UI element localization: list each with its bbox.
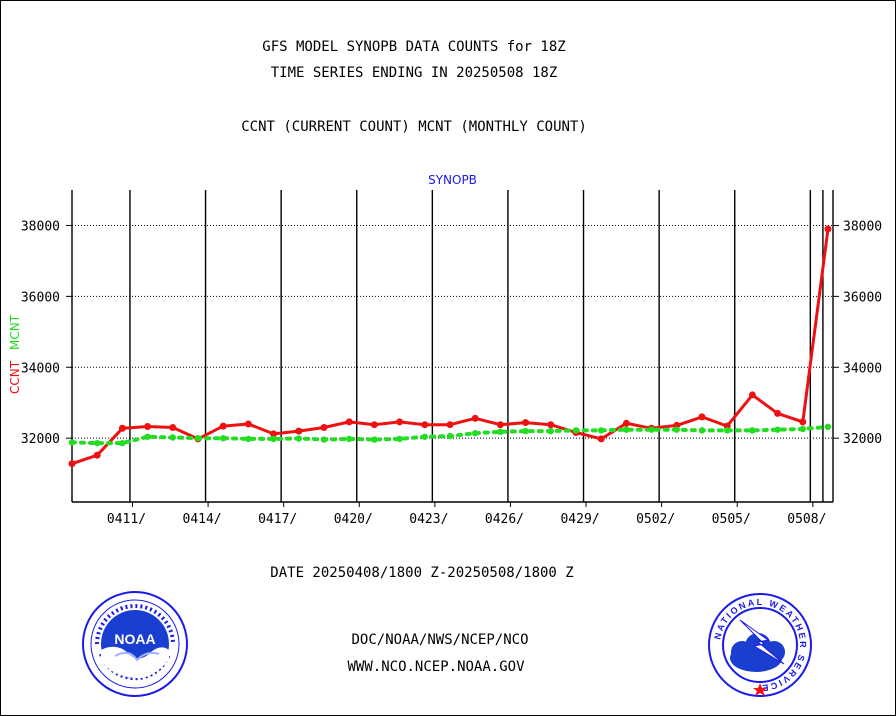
y-tick-label-right: 34000	[843, 361, 882, 376]
noaa-logo-icon: NOAA	[82, 591, 188, 697]
x-tick-label: 0426/	[485, 512, 524, 527]
y-tick-label-right: 36000	[843, 290, 882, 305]
point-ccnt	[118, 424, 126, 432]
point-ccnt	[144, 422, 152, 430]
point-mcnt	[774, 426, 781, 433]
point-mcnt	[673, 426, 680, 433]
point-mcnt	[396, 435, 403, 443]
x-tick-label: 0420/	[334, 512, 373, 527]
y-tick-label-left: 34000	[21, 361, 60, 376]
point-ccnt	[547, 421, 555, 429]
point-ccnt	[219, 422, 227, 430]
point-ccnt	[622, 419, 630, 427]
nws-logo-icon: NATIONAL WEATHER SERVICE	[708, 593, 812, 697]
point-mcnt	[749, 427, 756, 434]
point-ccnt	[471, 414, 479, 422]
x-tick-label: 0417/	[258, 512, 297, 527]
point-ccnt	[774, 409, 782, 417]
noaa-logo-label: NOAA	[114, 631, 155, 647]
point-ccnt	[824, 225, 832, 233]
y-tick-label-right: 32000	[843, 432, 882, 447]
chart-title-line1: GFS MODEL SYNOPB DATA COUNTS for 18Z	[262, 39, 566, 55]
point-ccnt	[169, 424, 177, 432]
point-ccnt	[522, 419, 530, 427]
point-ccnt	[496, 421, 504, 429]
y-tick-label-left: 38000	[21, 219, 60, 234]
point-ccnt	[295, 427, 303, 435]
point-mcnt	[824, 423, 832, 431]
y-label-ccnt: CCNT	[8, 360, 22, 394]
point-mcnt	[723, 427, 731, 434]
x-tick-label: 0505/	[712, 512, 751, 527]
org-path: DOC/NOAA/NWS/NCEP/NCO	[351, 632, 529, 648]
chart-title-line2: TIME SERIES ENDING IN 20250508 18Z	[270, 65, 558, 81]
y-tick-label-right: 38000	[843, 219, 882, 234]
website: WWW.NCO.NCEP.NOAA.GOV	[347, 659, 525, 675]
point-ccnt	[396, 418, 404, 426]
point-mcnt	[245, 435, 252, 443]
point-mcnt	[522, 427, 529, 435]
point-mcnt	[270, 435, 277, 443]
point-ccnt	[446, 421, 454, 429]
point-mcnt	[597, 427, 605, 434]
point-mcnt	[698, 427, 706, 434]
point-ccnt	[320, 424, 328, 432]
point-mcnt	[421, 433, 428, 440]
point-ccnt	[370, 421, 378, 429]
point-mcnt	[547, 427, 554, 435]
point-mcnt	[497, 428, 504, 435]
y-label-mcnt: MCNT	[8, 314, 22, 350]
point-mcnt	[93, 439, 101, 447]
x-tick-label: 0502/	[636, 512, 675, 527]
point-mcnt	[345, 435, 353, 443]
point-mcnt	[648, 426, 655, 433]
point-mcnt	[144, 433, 151, 440]
x-tick-label: 0414/	[183, 512, 222, 527]
point-ccnt	[68, 460, 76, 468]
point-mcnt	[219, 434, 227, 442]
point-mcnt	[169, 434, 176, 441]
point-mcnt	[471, 430, 479, 437]
point-mcnt	[320, 436, 328, 443]
series-line-ccnt	[71, 228, 830, 466]
y-tick-label-left: 36000	[21, 290, 60, 305]
point-mcnt	[371, 436, 378, 443]
series-description: CCNT (CURRENT COUNT) MCNT (MONTHLY COUNT…	[241, 119, 587, 135]
point-mcnt	[119, 439, 126, 447]
point-ccnt	[270, 430, 278, 438]
point-mcnt	[572, 427, 580, 434]
point-ccnt	[799, 418, 807, 426]
point-ccnt	[748, 391, 756, 399]
point-ccnt	[244, 420, 252, 428]
x-tick-label: 0411/	[107, 512, 146, 527]
point-ccnt	[597, 435, 605, 443]
point-mcnt	[446, 432, 454, 440]
point-ccnt	[698, 413, 706, 421]
point-mcnt	[295, 435, 302, 442]
x-tick-label: 0423/	[409, 512, 448, 527]
point-mcnt	[194, 434, 202, 442]
chart-subtitle: SYNOPB	[428, 173, 477, 187]
point-mcnt	[623, 426, 630, 433]
point-ccnt	[345, 418, 353, 426]
point-ccnt	[421, 421, 429, 429]
date-range: DATE 20250408/1800 Z-20250508/1800 Z	[270, 565, 574, 581]
x-tick-label: 0508/	[787, 512, 826, 527]
point-mcnt	[68, 439, 76, 446]
point-ccnt	[93, 451, 101, 459]
y-tick-label-left: 32000	[21, 432, 60, 447]
x-tick-label: 0429/	[560, 512, 599, 527]
point-mcnt	[799, 425, 806, 433]
